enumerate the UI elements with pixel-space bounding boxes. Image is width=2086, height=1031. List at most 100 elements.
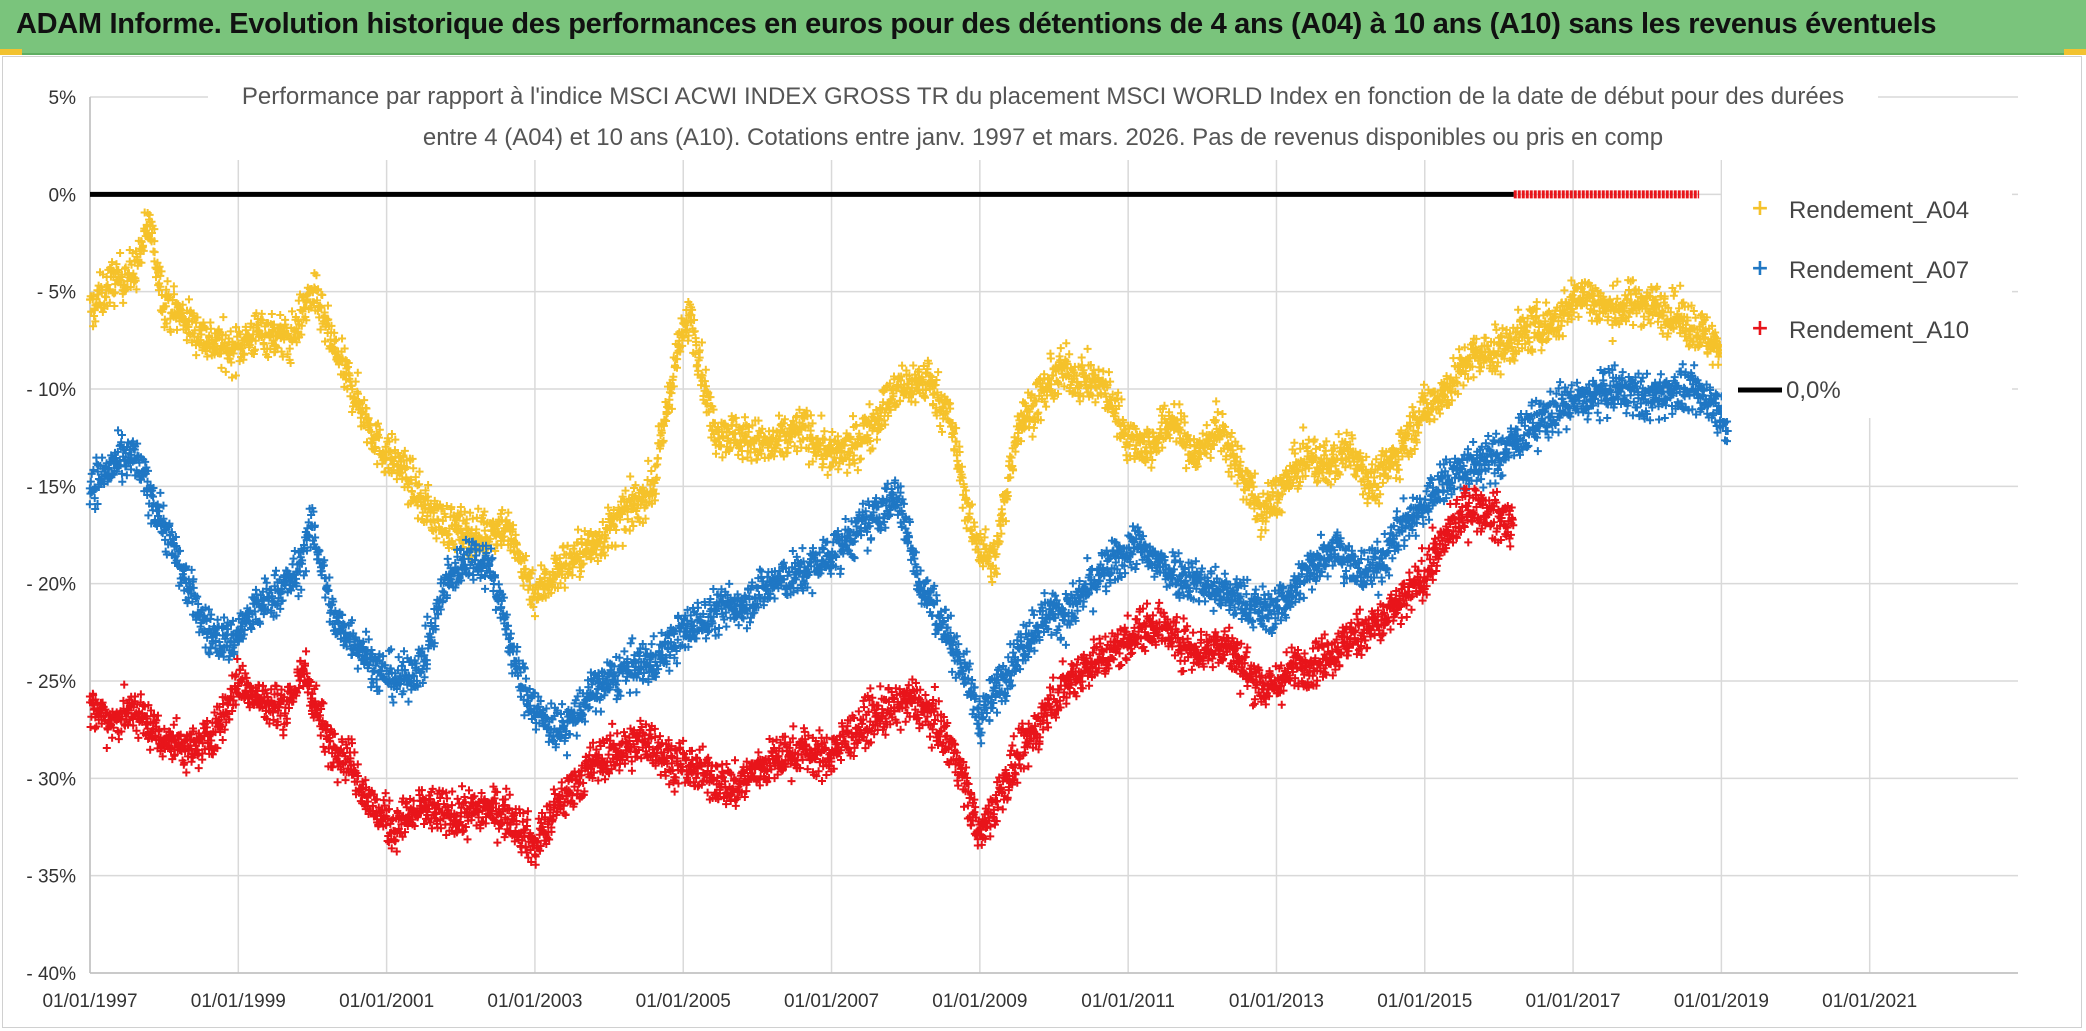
a04-point bbox=[156, 282, 165, 291]
a04-point bbox=[307, 303, 316, 312]
a04-point bbox=[162, 319, 171, 328]
a04-point bbox=[1334, 430, 1343, 439]
a04-point bbox=[873, 435, 882, 444]
a04-point bbox=[1669, 291, 1678, 300]
a04-point bbox=[1609, 281, 1618, 290]
a04-point bbox=[217, 363, 226, 372]
a04-point bbox=[1394, 465, 1403, 474]
a04-point bbox=[1227, 429, 1236, 438]
a04-point bbox=[332, 335, 341, 344]
a04-point bbox=[1046, 354, 1055, 363]
a04-point bbox=[172, 299, 181, 308]
x-tick-label: 01/01/2013 bbox=[1229, 991, 1324, 1012]
a04-point bbox=[232, 323, 241, 332]
a04-point bbox=[266, 344, 275, 353]
x-tick-label: 01/01/2001 bbox=[339, 991, 434, 1012]
a04-point bbox=[139, 246, 148, 255]
a07-point bbox=[734, 621, 743, 630]
a04-point bbox=[312, 271, 321, 280]
a07-point bbox=[114, 426, 123, 435]
a04-point bbox=[147, 217, 156, 226]
a04-point bbox=[324, 315, 333, 324]
x-tick-label: 01/01/2017 bbox=[1526, 991, 1621, 1012]
a04-point bbox=[288, 307, 297, 316]
x-tick-label: 01/01/2007 bbox=[784, 991, 879, 1012]
y-tick-label: - 35% bbox=[26, 867, 76, 888]
a04-point bbox=[320, 308, 329, 317]
a04-point bbox=[820, 427, 829, 436]
a04-point bbox=[119, 298, 128, 307]
a07-point bbox=[144, 511, 153, 520]
a04-point bbox=[178, 300, 187, 309]
a07-point bbox=[563, 751, 572, 760]
a04-point bbox=[1363, 499, 1372, 508]
a04-point bbox=[277, 347, 286, 356]
a04-point bbox=[98, 307, 107, 316]
a07-point bbox=[722, 622, 731, 631]
a04-point bbox=[1175, 400, 1184, 409]
a04-point bbox=[269, 336, 278, 345]
a04-point bbox=[251, 345, 260, 354]
a04-point bbox=[108, 258, 117, 267]
a07-point bbox=[289, 554, 298, 563]
a04-point bbox=[189, 309, 198, 318]
x-tick-label: 01/01/2015 bbox=[1377, 991, 1472, 1012]
a04-point bbox=[653, 454, 662, 463]
a04-point bbox=[235, 357, 244, 366]
a04-point bbox=[1359, 490, 1368, 499]
a04-point bbox=[1537, 346, 1546, 355]
a04-point bbox=[203, 352, 212, 361]
a04-point bbox=[110, 301, 119, 310]
x-tick-label: 01/01/1997 bbox=[42, 991, 137, 1012]
x-tick-label: 01/01/2009 bbox=[932, 991, 1027, 1012]
a04-point bbox=[192, 351, 201, 360]
corner-accent-right bbox=[2064, 49, 2086, 55]
a04-point bbox=[236, 330, 245, 339]
x-axis-ticks: 01/01/1997 01/01/1999 01/01/2001 01/01/2003… bbox=[42, 991, 1917, 1012]
a04-point bbox=[1419, 380, 1428, 389]
a04-point bbox=[221, 367, 230, 376]
a04-point bbox=[1679, 298, 1688, 307]
a04-point bbox=[314, 285, 323, 294]
a04-point bbox=[1608, 337, 1617, 346]
a07-point bbox=[389, 698, 398, 707]
a04-point bbox=[170, 290, 179, 299]
a04-point bbox=[530, 612, 539, 621]
a04-point bbox=[168, 296, 177, 305]
a04-point bbox=[1261, 526, 1270, 535]
a04-point bbox=[1206, 453, 1215, 462]
a04-point bbox=[193, 313, 202, 322]
x-tick-label: 01/01/2019 bbox=[1674, 991, 1769, 1012]
a04-point bbox=[297, 330, 306, 339]
a07-point bbox=[626, 639, 635, 648]
a07-point bbox=[205, 650, 214, 659]
a07-point bbox=[159, 501, 168, 510]
a04-point bbox=[330, 328, 339, 337]
a04-point bbox=[137, 237, 146, 246]
a07-point bbox=[270, 571, 279, 580]
a04-point bbox=[338, 334, 347, 343]
a04-point bbox=[911, 398, 920, 407]
a07-point bbox=[628, 634, 637, 643]
a07-point bbox=[388, 692, 397, 701]
a04-point bbox=[849, 412, 858, 421]
a07-point bbox=[693, 598, 702, 607]
a04-point bbox=[192, 318, 201, 327]
a04-point bbox=[330, 337, 339, 346]
a04-point bbox=[740, 413, 749, 422]
a04-point bbox=[111, 288, 120, 297]
y-tick-label: - 15% bbox=[26, 477, 76, 498]
a07-point bbox=[394, 653, 403, 662]
a04-point bbox=[317, 303, 326, 312]
a04-point bbox=[268, 326, 277, 335]
a04-point bbox=[155, 262, 164, 271]
a04-point bbox=[1542, 298, 1551, 307]
a04-point bbox=[327, 321, 336, 330]
x-tick-label: 01/01/2011 bbox=[1081, 991, 1175, 1012]
a04-point bbox=[284, 329, 293, 338]
a04-point bbox=[1408, 403, 1417, 412]
a04-point bbox=[226, 327, 235, 336]
a07-point bbox=[399, 647, 408, 656]
a04-point bbox=[255, 327, 264, 336]
a04-point bbox=[286, 358, 295, 367]
